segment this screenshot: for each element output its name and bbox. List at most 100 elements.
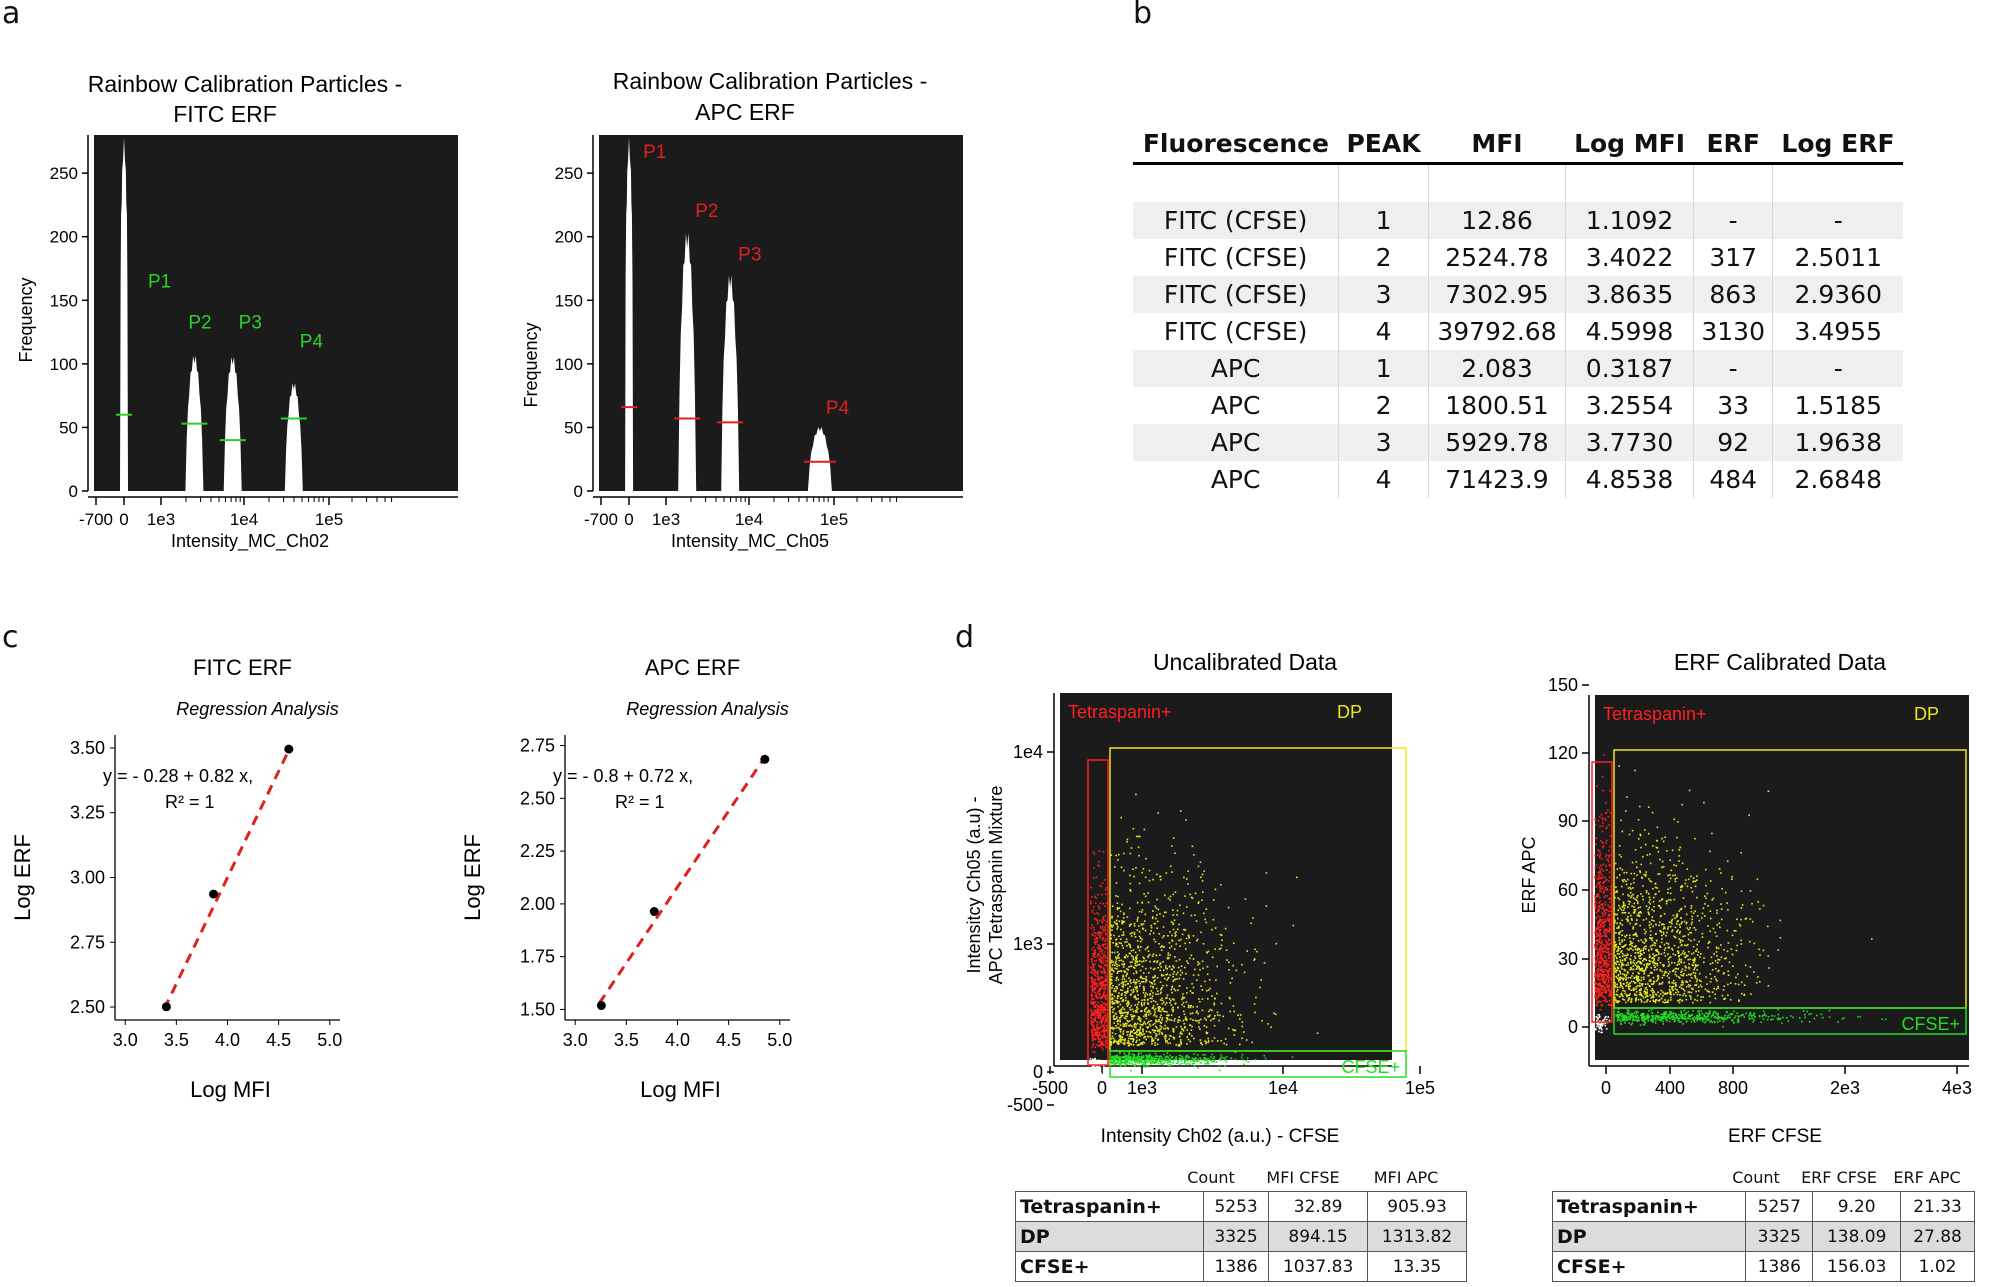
dot <box>1189 957 1191 960</box>
dot <box>1608 989 1610 992</box>
dot <box>1695 984 1697 987</box>
dot <box>1155 1035 1157 1037</box>
y-axis-label: Frequency <box>16 277 36 362</box>
dot <box>1145 1007 1147 1010</box>
dot <box>1092 982 1094 984</box>
dot <box>1121 922 1123 925</box>
dot <box>1675 984 1677 986</box>
dot <box>1671 949 1674 951</box>
dot <box>1662 866 1665 868</box>
dot <box>1128 1020 1131 1022</box>
dot <box>1154 1062 1157 1065</box>
dot <box>1731 953 1734 956</box>
dot <box>1155 954 1158 957</box>
dot <box>1093 981 1095 984</box>
dot <box>1639 955 1641 957</box>
dot <box>1098 1044 1100 1046</box>
dot <box>1137 945 1139 947</box>
dot <box>1595 955 1598 958</box>
dot <box>1175 973 1178 976</box>
dot <box>1619 959 1622 961</box>
dot <box>1655 962 1657 965</box>
dot <box>1170 988 1173 991</box>
dot <box>1115 1057 1117 1059</box>
dot <box>1621 934 1623 936</box>
dot <box>1597 969 1599 972</box>
dot <box>1150 1057 1153 1059</box>
dot <box>1136 957 1138 959</box>
dot <box>1102 953 1105 956</box>
dot <box>1620 1013 1622 1015</box>
dot <box>1683 989 1686 992</box>
dot <box>1181 1003 1183 1006</box>
dot <box>1661 866 1663 869</box>
dot <box>1208 1010 1210 1013</box>
dot <box>1622 964 1625 966</box>
dot <box>1161 1008 1163 1011</box>
dot <box>1652 944 1654 946</box>
dot <box>1095 897 1097 899</box>
dot <box>1700 1017 1702 1020</box>
dot <box>1150 924 1152 927</box>
dot <box>1668 880 1670 883</box>
dot <box>1692 959 1694 961</box>
dot <box>1197 1058 1200 1061</box>
dot <box>1598 994 1600 996</box>
dot <box>1202 891 1204 893</box>
dot <box>1096 993 1098 996</box>
dot <box>1127 1037 1130 1040</box>
dot <box>1122 1056 1125 1058</box>
dot <box>1680 958 1683 961</box>
dot <box>1100 1063 1102 1065</box>
dot <box>1122 982 1125 984</box>
dot <box>1692 880 1694 883</box>
dot <box>1696 915 1699 917</box>
dot <box>1625 1001 1627 1004</box>
dot <box>1161 945 1163 947</box>
dot <box>1091 1061 1094 1064</box>
dot <box>1224 1065 1226 1067</box>
dot <box>1609 907 1611 909</box>
dot <box>1198 962 1201 965</box>
dot <box>1692 1001 1694 1004</box>
dot <box>1143 957 1145 960</box>
dot <box>1110 924 1113 927</box>
dot <box>1216 1011 1219 1014</box>
dot <box>1292 924 1295 927</box>
dot <box>1617 973 1620 976</box>
dot <box>1100 927 1102 930</box>
dot <box>1118 1001 1120 1003</box>
dot <box>1101 1016 1104 1019</box>
dot <box>1647 963 1650 966</box>
x-axis-label: Intensity_MC_Ch05 <box>671 531 829 552</box>
dot <box>1191 845 1194 848</box>
dot <box>1111 1035 1114 1038</box>
dot <box>1651 908 1653 911</box>
dot <box>1141 1043 1144 1045</box>
dot <box>1604 931 1606 934</box>
dot <box>1201 873 1204 876</box>
dot <box>1172 1036 1175 1038</box>
dot <box>1149 1061 1152 1063</box>
dot <box>1172 965 1174 967</box>
dot <box>1155 1061 1158 1063</box>
dot <box>1136 990 1138 993</box>
dot <box>1092 1044 1094 1046</box>
dot <box>1632 965 1634 967</box>
dot <box>1194 1060 1196 1062</box>
dot <box>1160 988 1162 991</box>
dot <box>1101 952 1104 954</box>
dot <box>1126 1061 1128 1063</box>
dot <box>1097 1001 1100 1004</box>
dot <box>1594 867 1596 869</box>
dot <box>1609 953 1612 955</box>
y-tick-label: 250 <box>555 164 583 183</box>
dot <box>1110 854 1113 856</box>
dot <box>1099 945 1101 947</box>
dot <box>1597 876 1600 879</box>
dot <box>1596 932 1598 934</box>
dot <box>1641 970 1644 972</box>
dot <box>1117 926 1119 928</box>
dot <box>1104 1015 1106 1017</box>
y-tick-label: 0 <box>1568 1017 1578 1037</box>
